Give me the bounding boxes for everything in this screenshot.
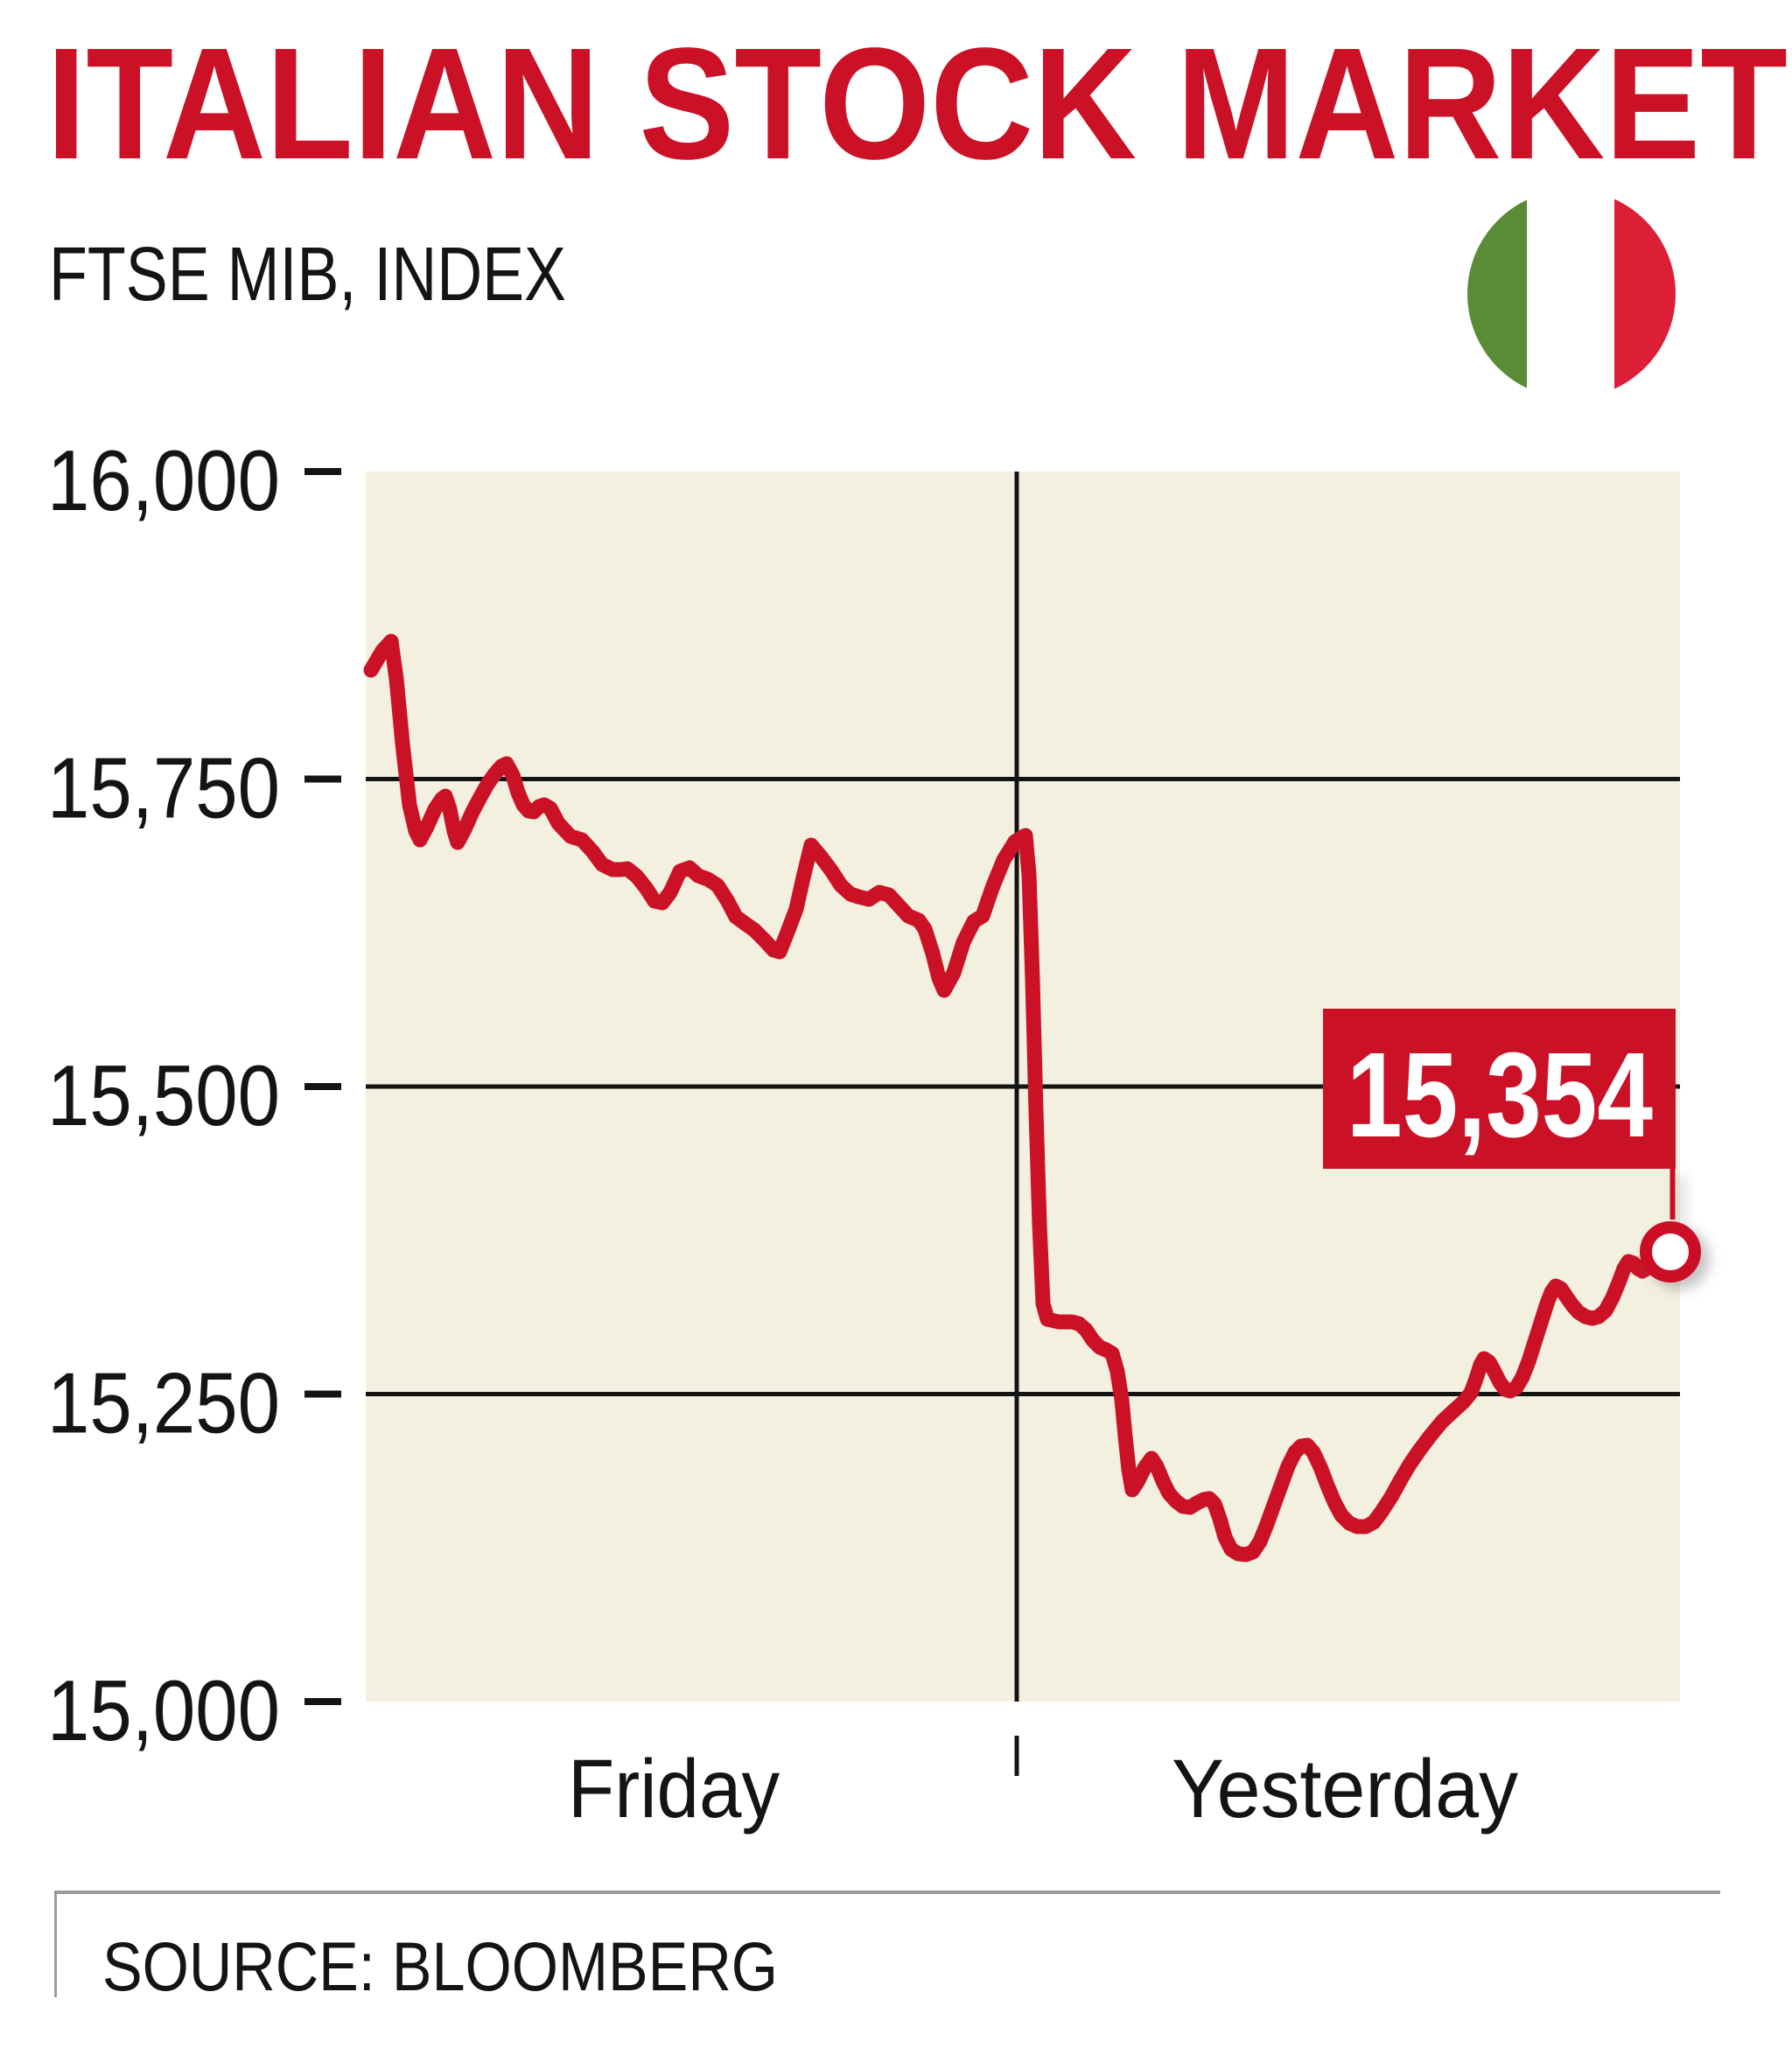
svg-text:15,354: 15,354 bbox=[1347, 1028, 1653, 1163]
svg-text:Yesterday: Yesterday bbox=[1172, 1744, 1519, 1835]
svg-text:15,000: 15,000 bbox=[47, 1662, 280, 1758]
svg-text:15,750: 15,750 bbox=[47, 740, 280, 836]
svg-text:FTSE MIB, INDEX: FTSE MIB, INDEX bbox=[49, 231, 566, 317]
svg-text:ITALIAN STOCK MARKET: ITALIAN STOCK MARKET bbox=[46, 15, 1788, 192]
svg-text:15,250: 15,250 bbox=[47, 1355, 280, 1451]
svg-text:15,500: 15,500 bbox=[47, 1047, 280, 1143]
svg-text:16,000: 16,000 bbox=[47, 432, 280, 528]
svg-text:SOURCE: BLOOMBERG: SOURCE: BLOOMBERG bbox=[102, 1928, 778, 2005]
svg-text:Friday: Friday bbox=[568, 1744, 780, 1835]
